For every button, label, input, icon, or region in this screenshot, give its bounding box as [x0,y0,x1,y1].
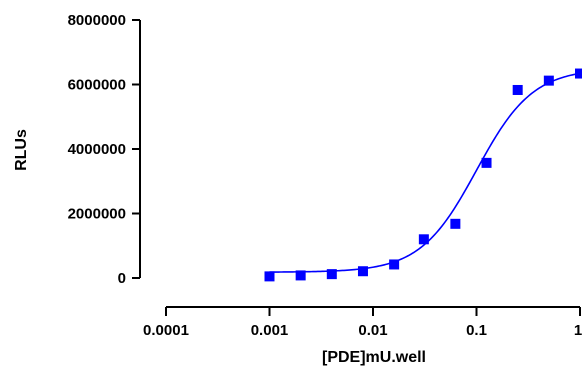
y-tick-label: 6000000 [68,77,126,94]
y-tick-label: 0 [118,270,126,287]
y-tick-label: 8000000 [68,12,126,29]
fit-curve-layer [269,72,581,273]
data-point [450,218,461,229]
x-tick-label: 0.01 [358,322,387,339]
x-tick-label: 0.001 [251,322,289,339]
y-tick-label: 4000000 [68,141,126,158]
fit-curve [269,72,581,273]
data-point [418,234,429,245]
y-tick-label: 2000000 [68,206,126,223]
x-tick-label: 0.1 [466,322,487,339]
data-point [264,271,275,282]
y-axis-title: RLUs [13,129,30,171]
x-tick-label: 0.0001 [143,322,189,339]
x-axis-title: [PDE]mU.well [322,349,426,366]
data-point [512,84,523,95]
data-point [326,269,337,280]
data-point [543,75,554,86]
data-point [481,157,492,168]
y-axis: 0 2000000 4000000 6000000 8000000 [68,12,141,287]
x-axis: 0.0001 0.001 0.01 0.1 1 [143,306,582,339]
data-point [389,259,400,270]
data-points [264,68,582,282]
x-tick-label: 1 [574,322,582,339]
data-point [575,68,582,79]
data-point [357,266,368,277]
data-point [295,270,306,281]
